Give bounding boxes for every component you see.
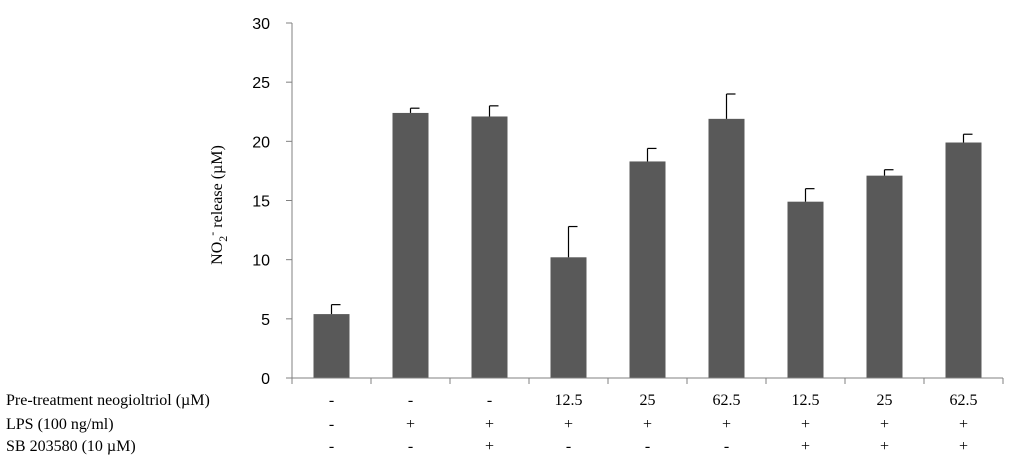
bar: [787, 201, 824, 378]
bar: [313, 314, 350, 378]
condition-cell: +: [801, 416, 810, 433]
condition-row-label: Pre-treatment neogioltriol (µM): [6, 392, 210, 409]
condition-cell: -: [566, 438, 571, 455]
condition-cell: +: [880, 438, 889, 455]
y-tick-label: 30: [252, 16, 270, 33]
condition-cell: +: [959, 438, 968, 455]
condition-row-label: LPS (100 ng/ml): [6, 416, 114, 433]
condition-cell: -: [487, 392, 492, 409]
y-axis: 0 5 10 15 20 25 30: [252, 16, 293, 388]
y-tick-label: 25: [252, 75, 270, 92]
bar: [708, 118, 745, 378]
condition-cell: -: [329, 438, 334, 455]
y-tick-label: 10: [252, 253, 270, 270]
condition-cell: -: [724, 438, 729, 455]
condition-cell: 25: [877, 392, 893, 409]
y-tick-label: 5: [261, 312, 270, 329]
y-axis-label: NO2- release (µM): [205, 145, 230, 265]
condition-row-label: SB 203580 (10 µM): [6, 438, 136, 455]
condition-cell: +: [880, 416, 889, 433]
condition-cell: +: [564, 416, 573, 433]
bar: [471, 116, 508, 378]
condition-cell: +: [722, 416, 731, 433]
condition-cell: 62.5: [713, 392, 741, 409]
y-tick-label: 15: [252, 194, 270, 211]
x-ticks: [291, 378, 1004, 384]
y-tick-label: 20: [252, 134, 270, 151]
bar: [945, 142, 982, 378]
condition-cell: -: [408, 392, 413, 409]
condition-cell: 62.5: [950, 392, 978, 409]
condition-cell: 12.5: [792, 392, 820, 409]
bar: [392, 112, 429, 378]
bars: [313, 93, 982, 378]
condition-cell: +: [643, 416, 652, 433]
bar: [550, 257, 587, 378]
condition-cell: 25: [640, 392, 656, 409]
condition-table: Pre-treatment neogioltriol (µM) - - - 12.5 25…: [6, 392, 978, 455]
bar: [629, 161, 666, 378]
condition-cell: +: [485, 416, 494, 433]
condition-cell: 12.5: [555, 392, 583, 409]
bar: [866, 175, 903, 378]
condition-cell: -: [329, 416, 334, 433]
condition-cell: +: [485, 438, 494, 455]
condition-cell: -: [645, 438, 650, 455]
condition-cell: +: [406, 416, 415, 433]
y-tick-label: 0: [261, 371, 270, 388]
condition-cell: +: [801, 438, 810, 455]
condition-cell: -: [408, 438, 413, 455]
condition-cell: -: [329, 392, 334, 409]
condition-cell: +: [959, 416, 968, 433]
